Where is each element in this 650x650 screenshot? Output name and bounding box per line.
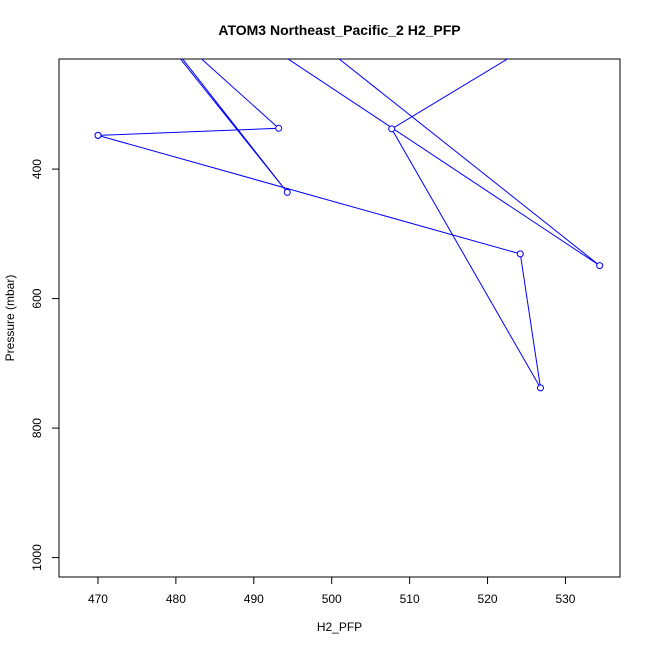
data-point bbox=[283, 188, 291, 196]
data-point bbox=[516, 250, 524, 258]
data-point bbox=[388, 125, 396, 133]
y-tick-label: 600 bbox=[30, 288, 44, 308]
y-tick-label: 400 bbox=[30, 159, 44, 179]
y-tick-label: 1000 bbox=[30, 544, 44, 571]
y-axis-label: Pressure (mbar) bbox=[3, 275, 17, 362]
x-tick-label: 530 bbox=[555, 592, 575, 606]
data-point bbox=[596, 262, 604, 270]
chart-title: ATOM3 Northeast_Pacific_2 H2_PFP bbox=[218, 22, 460, 38]
plot-area bbox=[94, 46, 604, 392]
data-point bbox=[94, 131, 102, 139]
x-axis-label: H2_PFP bbox=[317, 620, 362, 634]
series-line bbox=[97, 59, 601, 389]
data-point bbox=[275, 124, 283, 132]
plot-frame bbox=[58, 58, 621, 578]
x-tick-label: 520 bbox=[478, 592, 498, 606]
data-points bbox=[94, 46, 604, 392]
x-tick-label: 510 bbox=[400, 592, 420, 606]
x-tick-label: 480 bbox=[166, 592, 186, 606]
x-tick-label: 470 bbox=[88, 592, 108, 606]
x-tick-label: 490 bbox=[244, 592, 264, 606]
data-point bbox=[537, 384, 544, 392]
y-axis: 400 600 800 1000 bbox=[30, 159, 60, 571]
x-tick-label: 500 bbox=[322, 592, 342, 606]
data-point bbox=[324, 46, 330, 52]
y-tick-label: 800 bbox=[30, 418, 44, 438]
x-axis: 470 480 490 500 510 520 530 bbox=[88, 576, 576, 606]
